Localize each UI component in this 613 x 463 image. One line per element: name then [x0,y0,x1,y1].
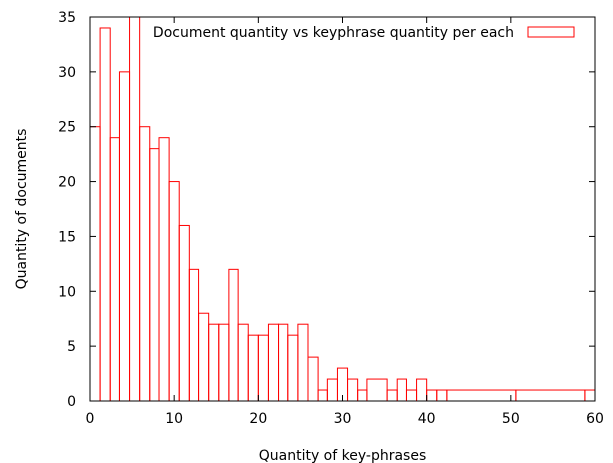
histogram-bar-32 [416,378,428,402]
plot-frame [89,16,596,402]
histogram-bar-34 [436,389,448,402]
y-tick-label: 0 [67,394,76,410]
y-tick-label: 10 [58,284,76,300]
y-tick-label: 30 [58,65,76,81]
x-axis-ticks: 0 10 20 30 40 50 60 [86,17,604,427]
histogram-bar-33 [426,389,438,402]
histogram-bar-17 [257,334,269,402]
histogram-bar-20 [287,334,299,402]
histogram-bar-19 [278,323,289,402]
histogram-bar-8 [168,181,180,402]
legend-swatch [527,26,575,38]
histogram-bar-23 [317,389,328,402]
x-tick-label: 30 [334,411,352,427]
x-tick-label: 0 [86,411,95,427]
histogram-bar-28 [366,378,388,402]
histogram-bar-15 [237,323,249,402]
histogram-bar-7 [158,137,170,402]
histogram-bar-36 [515,389,586,402]
x-axis-label: Quantity of key-phrases [259,448,427,463]
bars-group [89,16,596,402]
x-tick-label: 50 [502,411,520,427]
histogram-bar-10 [188,268,200,402]
histogram-bar-13 [218,323,230,402]
x-tick-label: 60 [586,411,604,427]
y-tick-label: 5 [67,339,76,355]
histogram-bar-29 [386,389,398,402]
legend: Document quantity vs keyphrase quantity … [153,25,575,41]
histogram-bar-26 [347,378,359,402]
histogram-bar-16 [247,334,259,402]
histogram-bar-14 [228,268,239,402]
histogram-bar-2 [109,137,120,402]
y-tick-label: 20 [58,175,76,191]
y-tick-label: 35 [58,10,76,26]
histogram-bar-1 [99,27,111,402]
y-axis-label: Quantity of documents [14,129,30,290]
histogram-bar-30 [396,378,407,402]
histogram-bar-18 [267,323,280,402]
histogram-bar-37 [584,389,596,402]
y-axis-ticks: 0 5 10 15 20 25 30 35 [58,10,595,410]
histogram-bar-22 [307,356,319,402]
y-tick-label: 25 [58,120,76,136]
histogram-bar-3 [118,71,131,402]
histogram-bar-11 [198,312,210,402]
x-tick-label: 10 [165,411,183,427]
x-tick-label: 40 [418,411,436,427]
y-tick-label: 15 [58,229,76,245]
histogram-bar-4 [129,16,141,402]
histogram-bar-9 [178,224,190,402]
histogram-bar-27 [357,389,368,402]
x-tick-label: 20 [249,411,267,427]
histogram-bar-21 [297,323,309,402]
histogram-bar-6 [149,148,160,402]
legend-label: Document quantity vs keyphrase quantity … [153,25,514,41]
histogram-bar-5 [139,126,151,402]
histogram-bar-31 [405,389,418,402]
histogram-bar-12 [208,323,220,402]
histogram-bar-24 [326,378,338,402]
histogram-bar-0 [89,126,101,402]
histogram-bar-35 [446,389,517,402]
